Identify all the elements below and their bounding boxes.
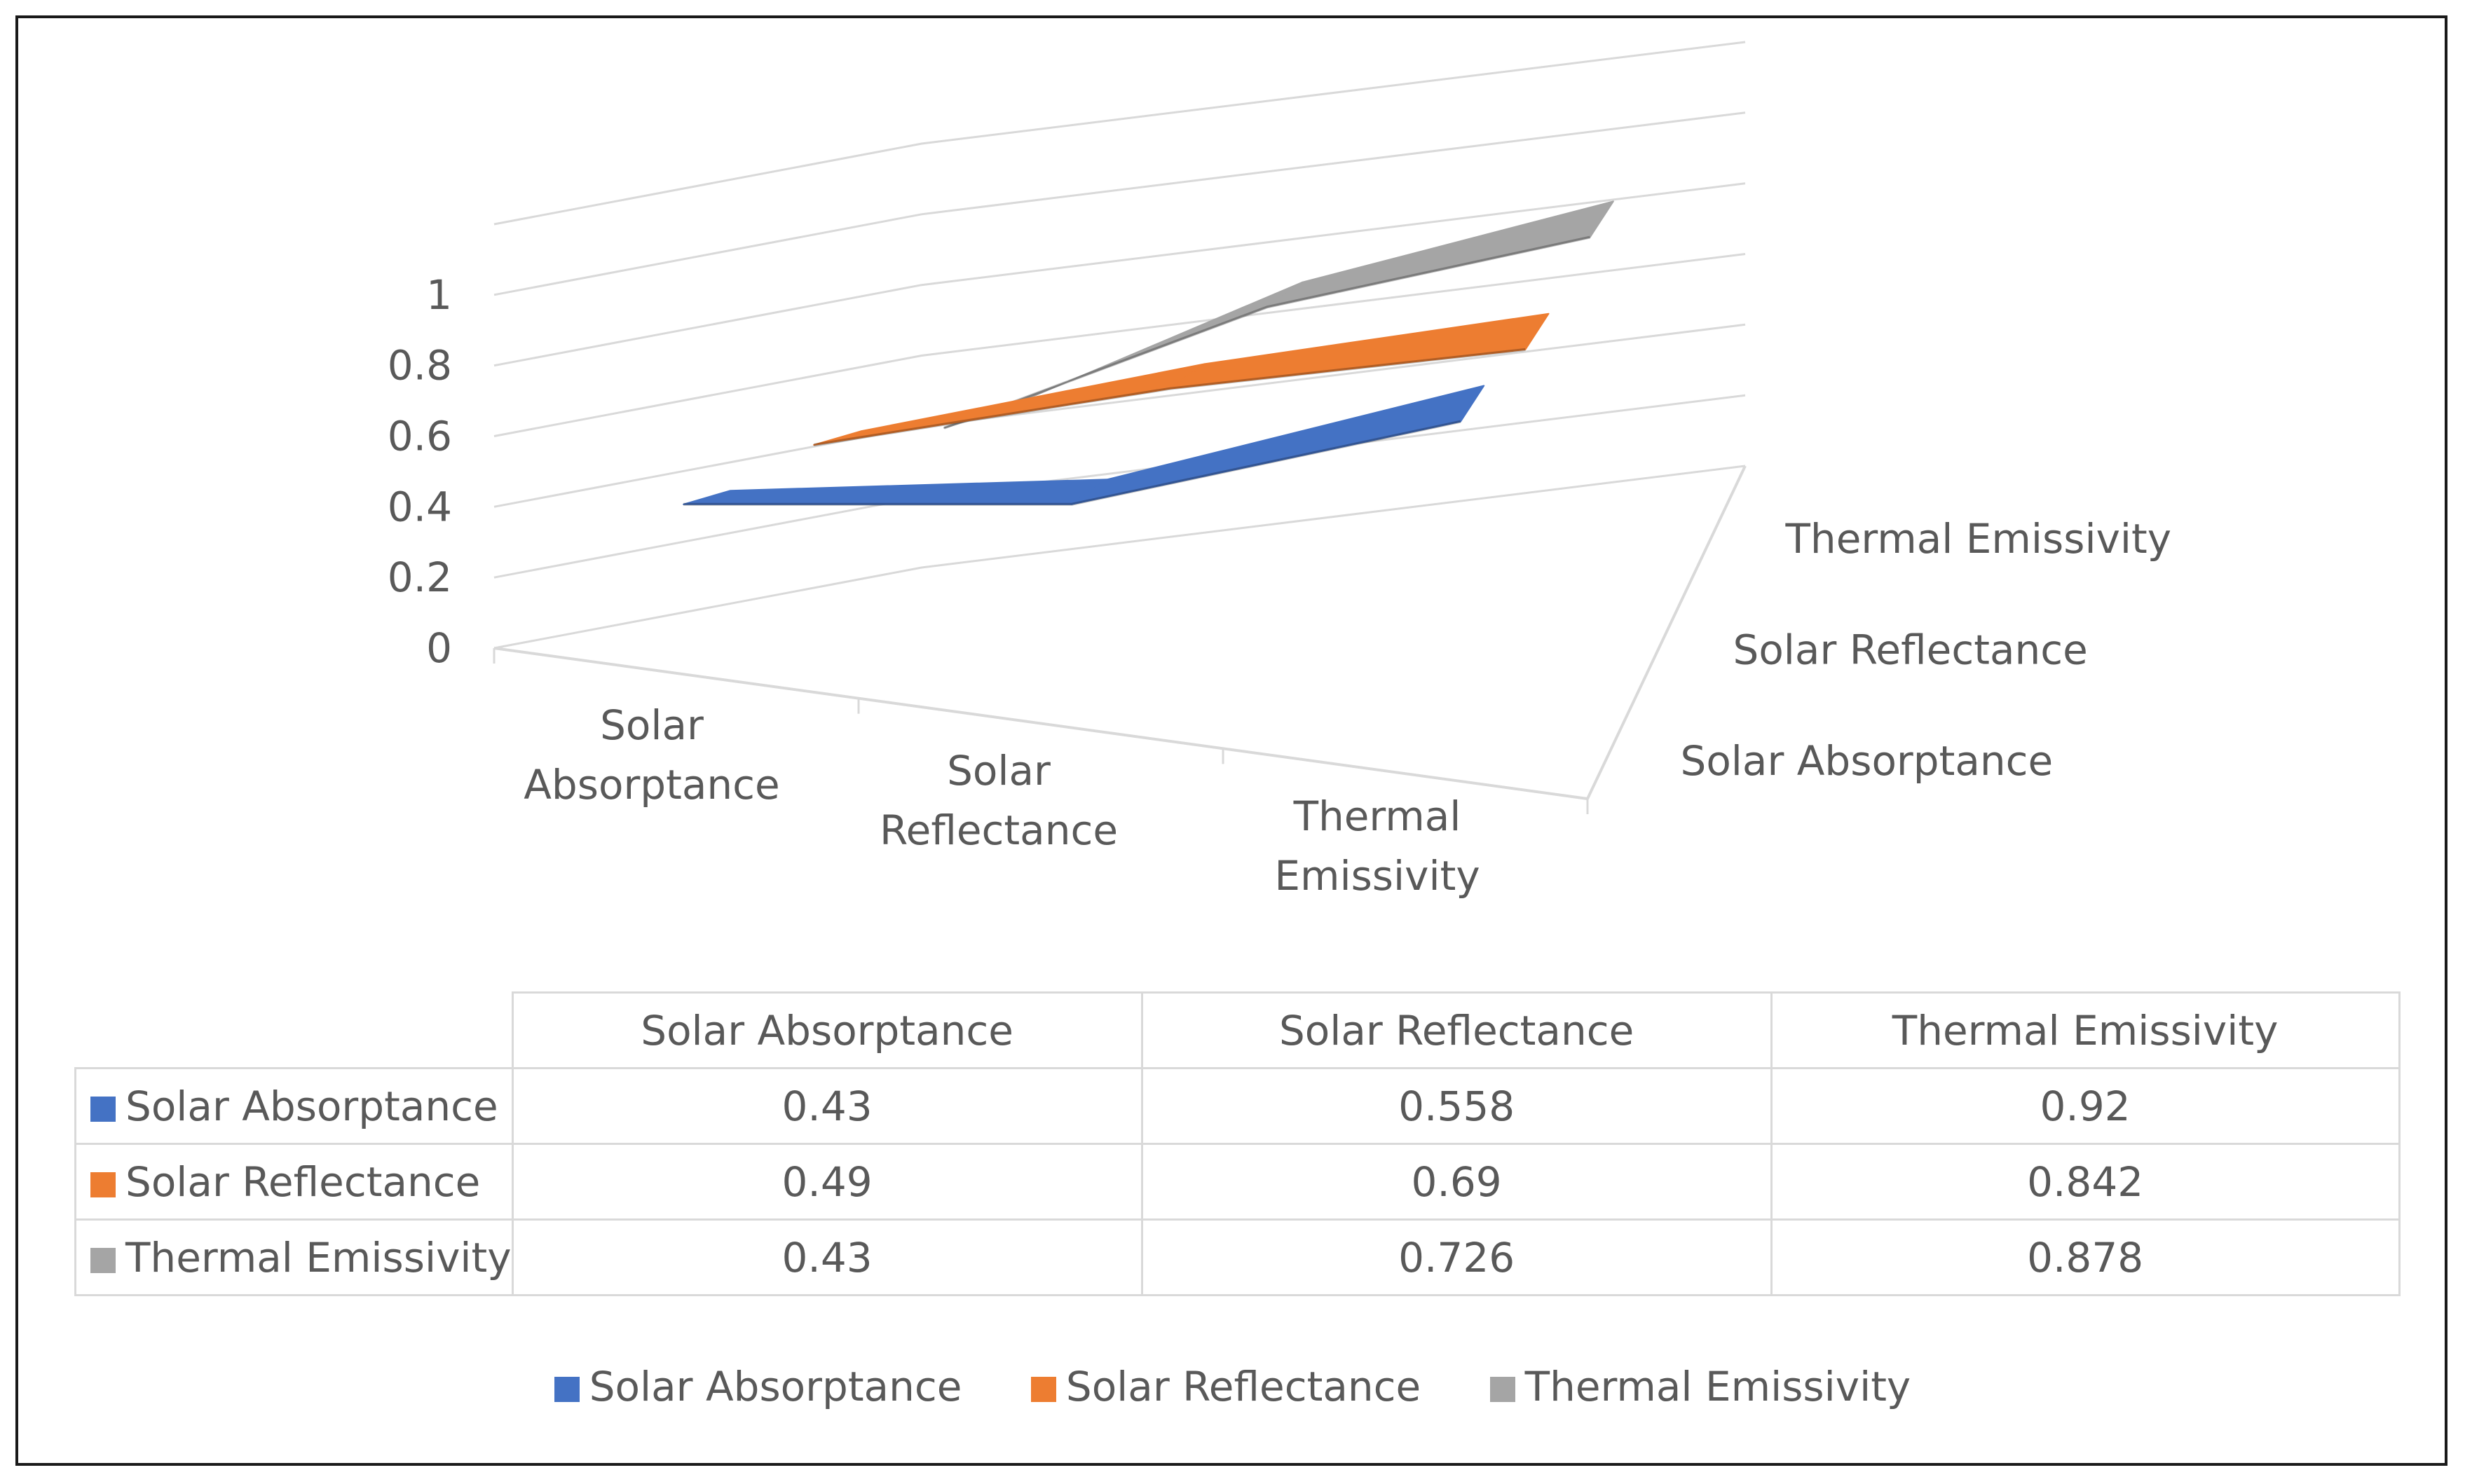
series-ribbon [813, 312, 1550, 446]
table-cell: 0.43 [511, 1218, 1143, 1296]
legend-label: Solar Reflectance [1065, 1363, 1421, 1410]
y-tick-label: 0.8 [388, 342, 452, 390]
legend-item: Thermal Emissivity [1489, 1363, 1911, 1410]
table-cell: 0.726 [1140, 1218, 1773, 1296]
gridline [493, 253, 1746, 437]
x-tick-label: Solar [600, 701, 704, 749]
y-tick-label: 1 [426, 271, 452, 319]
table-col-header: Solar Absorptance [511, 991, 1143, 1069]
x-tick-label: Absorptance [524, 761, 779, 809]
table-corner-cell [75, 992, 514, 1069]
legend-item: Solar Reflectance [1030, 1363, 1421, 1410]
legend-item: Solar Absorptance [554, 1363, 962, 1410]
line-segment [1071, 385, 1485, 505]
table-cell: 0.92 [1770, 1067, 2401, 1145]
line-segment [1168, 312, 1550, 390]
legend-swatch [1030, 1377, 1056, 1402]
table-row: Thermal Emissivity 0.43 0.726 0.878 [74, 1218, 2401, 1296]
table-cell: 0.842 [1770, 1143, 2401, 1221]
table-cell: 0.878 [1770, 1218, 2401, 1296]
table-cell: 0.49 [511, 1143, 1143, 1221]
line-segment [1266, 200, 1614, 308]
line-segment [683, 479, 1108, 505]
table-row-header: Thermal Emissivity [74, 1218, 514, 1296]
data-table: Solar Absorptance Solar Reflectance Ther… [74, 991, 2401, 1296]
table-cell: 0.69 [1140, 1143, 1773, 1221]
table-row: Solar Absorptance 0.43 0.558 0.92 [74, 1067, 2401, 1145]
series-key-swatch [90, 1247, 116, 1273]
table-row-header: Solar Absorptance [74, 1067, 514, 1145]
y-tick-label: 0.4 [388, 483, 452, 530]
depth-tick-label: Thermal Emissivity [1785, 515, 2172, 563]
table-row-header: Solar Reflectance [74, 1143, 514, 1221]
line-segment [813, 363, 1206, 446]
chart-plot-area: 0 0.2 0.4 0.6 0.8 1 Solar Absorptance Solar Refle… [388, 41, 2172, 900]
gridline [493, 465, 1746, 650]
depth-axis-line [1586, 465, 1747, 799]
legend-swatch [554, 1377, 580, 1402]
gridline [493, 111, 1746, 296]
series-key-swatch [90, 1172, 116, 1197]
gridline [493, 182, 1746, 367]
chart-legend: Solar Absorptance Solar Reflectance Ther… [0, 1363, 2465, 1410]
y-tick-label: 0 [426, 624, 452, 672]
table-header-row: Solar Absorptance Solar Reflectance Ther… [75, 991, 2401, 1069]
y-tick-label: 0.2 [388, 554, 452, 601]
row-label: Solar Reflectance [125, 1157, 481, 1206]
row-label: Thermal Emissivity [125, 1233, 512, 1282]
table-row: Solar Reflectance 0.49 0.69 0.842 [74, 1143, 2401, 1221]
x-tick-label: Solar [947, 747, 1051, 795]
x-tick-label: Emissivity [1274, 852, 1480, 900]
table-cell: 0.558 [1140, 1067, 1773, 1145]
x-tick-label: Reflectance [880, 806, 1118, 854]
depth-tick-label: Solar Reflectance [1733, 626, 2088, 674]
legend-label: Solar Absorptance [589, 1363, 962, 1410]
gridline [493, 41, 1746, 226]
x-axis-line [493, 647, 1588, 800]
series-ribbon [683, 385, 1485, 506]
table-col-header: Thermal Emissivity [1770, 991, 2401, 1069]
series-key-swatch [90, 1096, 116, 1122]
legend-swatch [1489, 1377, 1515, 1402]
table-cell: 0.43 [511, 1067, 1143, 1145]
table-col-header: Solar Reflectance [1140, 991, 1773, 1069]
y-tick-label: 0.6 [388, 413, 452, 460]
legend-label: Thermal Emissivity [1524, 1363, 1911, 1410]
row-label: Solar Absorptance [125, 1082, 498, 1130]
depth-tick-label: Solar Absorptance [1681, 737, 2054, 785]
series-ribbon [943, 200, 1614, 430]
x-tick-label: Thermal [1293, 792, 1461, 840]
